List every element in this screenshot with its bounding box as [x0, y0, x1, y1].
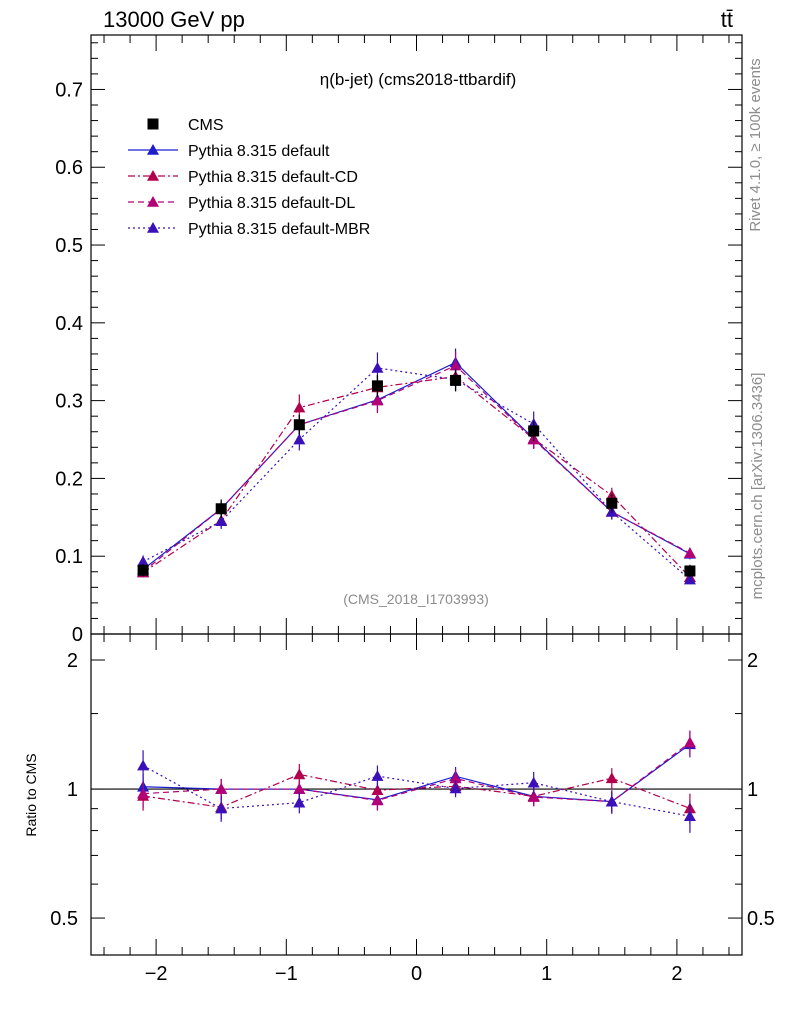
ratio-point [449, 782, 462, 794]
data-point [371, 380, 383, 392]
legend-marker [147, 196, 159, 207]
legend-item: Pythia 8.315 default-MBR [128, 221, 370, 238]
legend-label: Pythia 8.315 default-MBR [188, 221, 370, 238]
ratio-point [449, 772, 462, 784]
ratio-tick-label: 1 [67, 779, 78, 801]
legend-label: Pythia 8.315 default [188, 143, 330, 160]
ratio-point [371, 794, 384, 806]
series-point [371, 361, 384, 373]
main-panel: 0 0.1 0.2 0.3 0.4 0.5 0.6 0.7 [55, 34, 743, 646]
y-tick-label: 0.7 [55, 79, 83, 101]
data-point [450, 374, 462, 386]
ratio-point [527, 776, 540, 788]
ratio-tick-label: 0.5 [50, 908, 78, 930]
chart-title: η(b-jet) (cms2018-ttbardif) [320, 70, 517, 89]
ratio-panel: −2 −1 0 1 2 0.5 0.5 1 1 2 2 [50, 633, 775, 985]
legend-item: CMS [147, 117, 224, 134]
data-point [528, 425, 540, 437]
data-group [137, 369, 696, 578]
x-tick-label: −2 [145, 963, 168, 985]
x-tick-label: 0 [411, 963, 422, 985]
legend-item: Pythia 8.315 default-CD [128, 169, 358, 186]
mcplots-label: mcplots.cern.ch [arXiv:1306.3436] [749, 373, 766, 600]
data-point [293, 419, 305, 431]
ratio-frame-border [90, 633, 743, 956]
legend-marker [147, 222, 159, 233]
legend-label: CMS [188, 117, 224, 134]
x-tick-label: −1 [275, 963, 298, 985]
ratio-point [605, 795, 618, 807]
ratio-line [143, 742, 691, 803]
series-group [137, 352, 696, 833]
series-line [142, 364, 691, 573]
ratio-point [293, 796, 306, 808]
y-tick-label: 0.5 [55, 235, 83, 257]
series-group [137, 351, 696, 813]
legend-label: Pythia 8.315 default-DL [188, 195, 355, 212]
y-tick-label: 0 [72, 624, 83, 646]
rivet-label: Rivet 4.1.0, ≥ 100k events [747, 58, 764, 231]
ratio-point [215, 802, 228, 814]
series-point [137, 555, 150, 567]
legend-marker [147, 144, 159, 155]
series-point [293, 401, 306, 413]
series-point [293, 433, 306, 445]
x-tick-label: 1 [541, 963, 552, 985]
data-point [606, 497, 618, 509]
header-right: tt̄ [721, 7, 733, 32]
data-point [215, 503, 227, 515]
series-line [142, 367, 691, 580]
series-point [683, 573, 696, 585]
ratio-point [137, 787, 150, 799]
ratio-tick-label-right: 1 [747, 779, 758, 801]
watermark: (CMS_2018_I1703993) [343, 591, 489, 607]
y-tick-label: 0.6 [55, 157, 83, 179]
legend-marker [147, 118, 159, 130]
legend-label: Pythia 8.315 default-CD [188, 169, 358, 186]
ratio-point [683, 736, 696, 748]
ratio-point [137, 759, 150, 771]
x-tick-label: 2 [671, 963, 682, 985]
series-point [449, 359, 462, 371]
series-point [215, 515, 228, 527]
y-tick-label: 0.2 [55, 468, 83, 490]
ratio-point [293, 768, 306, 780]
legend: CMS Pythia 8.315 default Pythia 8.315 defa… [128, 117, 370, 238]
y-tick-label: 0.1 [55, 546, 83, 568]
legend-marker [147, 170, 159, 181]
data-point [137, 564, 149, 576]
ratio-line [142, 773, 691, 809]
series-point [683, 547, 696, 558]
series-line [142, 375, 691, 578]
y-tick-label: 0.4 [55, 313, 83, 335]
ratio-tick-label: 2 [67, 650, 78, 672]
data-point [684, 565, 696, 577]
ratio-point [215, 783, 228, 794]
ratio-y-label: Ratio to CMS [23, 753, 39, 836]
ratio-point [293, 783, 306, 794]
y-tick-label: 0.3 [55, 391, 83, 413]
ratio-point [527, 791, 540, 802]
series-group [137, 348, 696, 813]
ratio-tick-label-right: 0.5 [747, 908, 775, 930]
ratio-point [371, 770, 384, 781]
header-left: 13000 GeV pp [103, 7, 245, 32]
ratio-point [605, 772, 618, 784]
ratio-point [683, 810, 696, 822]
chart-marks [137, 348, 696, 833]
ratio-point [371, 784, 384, 796]
legend-item: Pythia 8.315 default [128, 143, 330, 160]
ratio-tick-label-right: 2 [747, 650, 758, 672]
series-point [371, 394, 384, 406]
legend-item: Pythia 8.315 default-DL [128, 195, 355, 212]
series-line [142, 361, 691, 570]
